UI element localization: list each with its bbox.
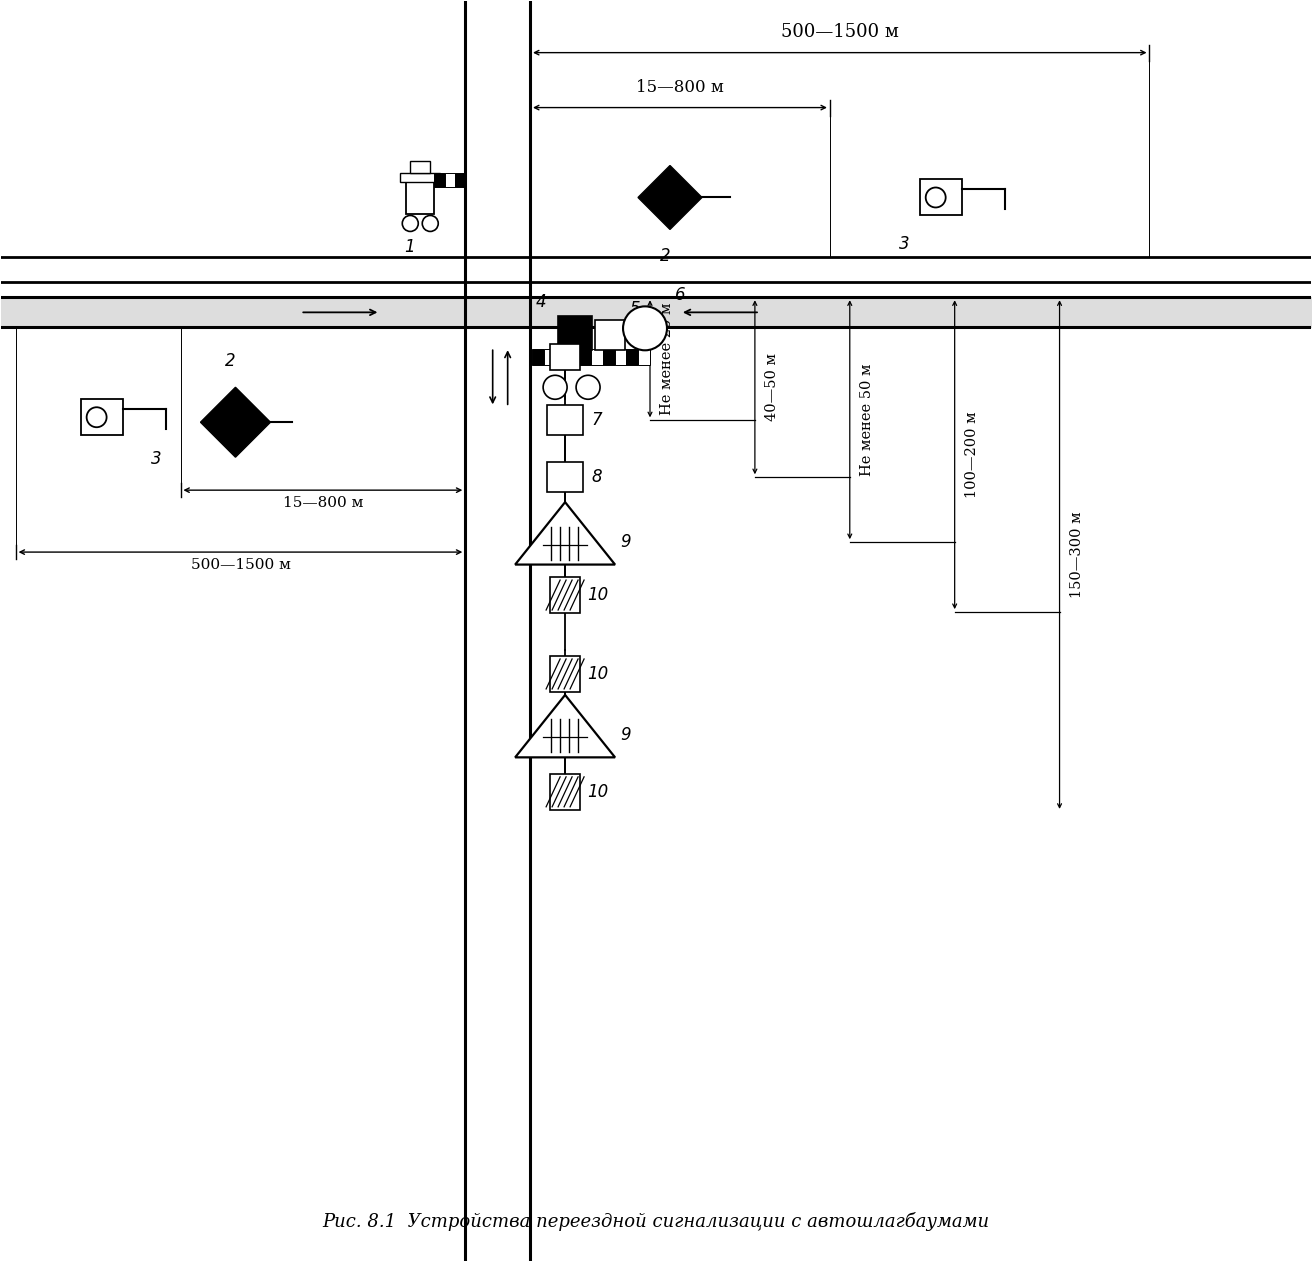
Circle shape <box>623 307 666 351</box>
Bar <box>626 350 638 365</box>
Text: 1: 1 <box>404 239 416 256</box>
Text: 500—1500 м: 500—1500 м <box>781 23 899 40</box>
Bar <box>580 350 592 365</box>
Bar <box>407 183 434 215</box>
Text: 10: 10 <box>586 665 609 683</box>
Bar <box>614 350 626 365</box>
Text: 10: 10 <box>586 586 609 604</box>
Polygon shape <box>516 502 615 564</box>
Circle shape <box>422 216 438 231</box>
Bar <box>411 160 430 173</box>
Text: Не менее 50 м: Не менее 50 м <box>859 363 874 476</box>
Polygon shape <box>638 165 702 230</box>
Bar <box>592 350 602 365</box>
Text: 100—200 м: 100—200 м <box>964 411 979 498</box>
Text: 15—800 м: 15—800 м <box>282 496 363 510</box>
Bar <box>920 179 962 216</box>
Text: Рис. 8.1  Устройства переездной сигнализации с автошлагбаумами: Рис. 8.1 Устройства переездной сигнализа… <box>323 1212 989 1230</box>
Text: 40—50 м: 40—50 м <box>765 353 779 422</box>
Text: 7: 7 <box>592 411 602 429</box>
Polygon shape <box>201 387 270 457</box>
Bar <box>400 173 441 183</box>
Text: 3: 3 <box>900 236 911 254</box>
Bar <box>550 345 580 370</box>
Bar <box>544 350 556 365</box>
Bar <box>550 774 580 810</box>
Text: 9: 9 <box>621 726 631 743</box>
Text: 15—800 м: 15—800 м <box>636 78 724 96</box>
Bar <box>455 173 466 188</box>
Bar <box>434 173 445 188</box>
Circle shape <box>926 188 946 207</box>
Bar <box>533 350 544 365</box>
Text: 6: 6 <box>674 286 686 304</box>
Bar <box>596 321 625 351</box>
Bar <box>602 350 614 365</box>
Text: 2: 2 <box>660 247 670 265</box>
Bar <box>547 405 583 435</box>
Text: 5: 5 <box>630 300 640 318</box>
Polygon shape <box>516 695 615 757</box>
Circle shape <box>543 375 567 399</box>
Text: 150—300 м: 150—300 м <box>1069 511 1084 598</box>
Text: 2: 2 <box>226 352 236 370</box>
Bar <box>568 350 580 365</box>
Bar <box>558 317 592 351</box>
Text: 9: 9 <box>621 533 631 551</box>
Text: 10: 10 <box>586 782 609 801</box>
Bar <box>80 399 122 435</box>
Bar <box>550 577 580 613</box>
Bar <box>547 462 583 492</box>
Circle shape <box>87 408 106 428</box>
Bar <box>445 173 455 188</box>
Bar <box>638 350 649 365</box>
Text: 3: 3 <box>151 451 161 468</box>
Text: Не менее 20 м: Не менее 20 м <box>660 303 674 415</box>
Text: 500—1500 м: 500—1500 м <box>190 558 290 572</box>
Circle shape <box>403 216 419 231</box>
Text: 8: 8 <box>592 468 602 486</box>
Bar <box>556 350 568 365</box>
Bar <box>550 656 580 692</box>
Circle shape <box>576 375 600 399</box>
Text: 1: 1 <box>615 348 626 366</box>
Text: 4: 4 <box>535 293 546 312</box>
